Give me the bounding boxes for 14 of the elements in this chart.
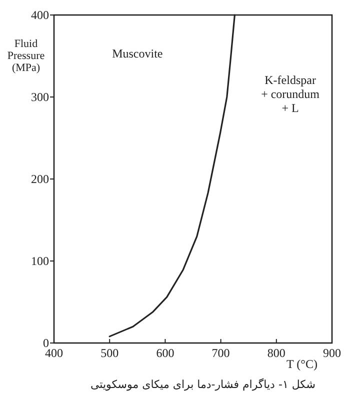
y-tick-label: 300 [31, 90, 49, 104]
y-tick-label: 100 [31, 254, 49, 268]
y-tick-label: 200 [31, 172, 49, 186]
y-axis-title: Fluid Pressure (MPa) [7, 38, 45, 74]
x-axis-title: T (°C) [286, 357, 318, 371]
x-tick-label: 900 [323, 346, 341, 360]
x-tick-label: 500 [100, 346, 119, 360]
x-tick-label: 700 [212, 346, 230, 360]
annotation: Muscovite [112, 46, 163, 61]
y-tick-label: 400 [31, 8, 49, 22]
text: شکل ١- دیاگرام فشار-دما برای میکای موسکویتی [90, 378, 316, 391]
x-tick-label: 600 [156, 346, 174, 360]
x-tick-label: 800 [267, 346, 286, 360]
annotation: K-feldspar + corundum + L [261, 72, 320, 115]
